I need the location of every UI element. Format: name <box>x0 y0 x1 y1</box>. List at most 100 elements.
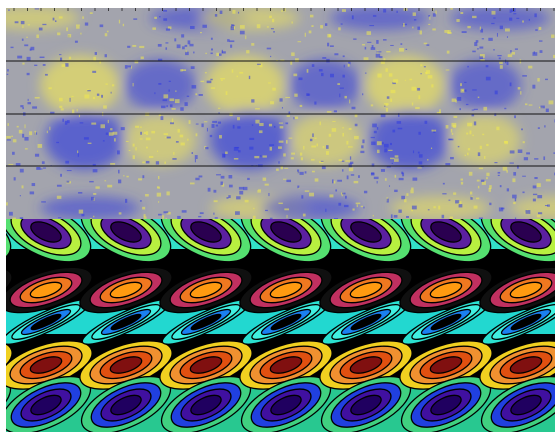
speck <box>255 108 260 109</box>
speck <box>164 133 168 135</box>
speck <box>529 104 533 105</box>
speck <box>101 95 103 98</box>
speck <box>451 129 452 133</box>
speck <box>525 103 527 105</box>
speck <box>450 157 454 159</box>
speck <box>278 203 282 204</box>
speck <box>289 138 293 139</box>
speck <box>464 82 466 83</box>
speck <box>59 54 61 55</box>
speck <box>59 16 63 18</box>
speck <box>401 196 405 200</box>
speck <box>11 136 13 137</box>
speck <box>43 167 46 168</box>
speck <box>491 11 495 15</box>
speck <box>539 27 542 30</box>
speck <box>57 185 62 187</box>
speck <box>348 146 353 147</box>
speck <box>529 19 530 21</box>
speck <box>540 50 543 53</box>
speck <box>216 174 221 175</box>
speck <box>221 176 225 179</box>
speck <box>284 208 289 210</box>
speck <box>297 186 299 189</box>
speck <box>119 20 120 24</box>
speck <box>462 90 464 91</box>
speck <box>146 147 148 149</box>
speck <box>383 39 387 40</box>
speck <box>232 69 234 72</box>
speck <box>168 89 169 91</box>
speck <box>386 51 390 52</box>
speck <box>200 81 204 82</box>
speck <box>506 170 508 173</box>
speck <box>154 17 157 19</box>
speck <box>513 172 516 176</box>
speck <box>486 65 489 67</box>
speck <box>236 196 240 199</box>
speck <box>452 133 454 135</box>
speck <box>342 127 344 128</box>
speck <box>297 172 298 173</box>
speck <box>533 199 536 202</box>
speck <box>69 57 71 60</box>
speck <box>526 152 530 154</box>
speck <box>100 124 104 128</box>
speck <box>357 204 358 207</box>
speck <box>38 144 42 148</box>
speck <box>135 126 139 128</box>
speck <box>42 161 45 164</box>
speck <box>312 64 314 67</box>
speck <box>472 16 476 18</box>
speck <box>278 146 282 148</box>
speck <box>14 177 16 180</box>
speck <box>406 216 409 218</box>
speck <box>25 124 26 128</box>
speck <box>345 196 347 199</box>
speck <box>480 146 482 149</box>
speck <box>59 106 62 108</box>
speck <box>285 97 290 98</box>
speck <box>523 141 525 143</box>
speck <box>330 45 334 47</box>
speck <box>79 115 80 117</box>
speck <box>252 124 253 126</box>
speck <box>356 203 361 205</box>
speck <box>181 143 185 146</box>
speck <box>424 43 427 45</box>
speck <box>515 48 518 49</box>
speck <box>428 75 433 78</box>
speck <box>229 40 234 42</box>
speck <box>479 46 483 48</box>
speck <box>17 126 19 128</box>
speck <box>428 24 430 25</box>
speck <box>493 49 494 50</box>
speck <box>486 177 488 179</box>
figure-canvas <box>0 0 555 432</box>
speck <box>537 215 540 218</box>
speck <box>362 139 364 143</box>
speck <box>372 124 377 128</box>
speck <box>334 181 336 184</box>
speck <box>399 178 404 180</box>
speck <box>537 78 539 81</box>
speck <box>332 121 335 122</box>
speck <box>231 26 234 30</box>
speck <box>369 25 374 26</box>
speck <box>145 194 149 196</box>
speck <box>425 121 428 124</box>
speck <box>480 27 481 30</box>
speck <box>390 158 394 160</box>
speck <box>32 106 37 108</box>
speck <box>432 130 437 132</box>
speck <box>189 120 191 124</box>
speck <box>339 94 340 98</box>
speck <box>204 121 207 122</box>
speck <box>456 19 459 22</box>
speck <box>208 188 211 192</box>
speck <box>405 80 406 81</box>
speck <box>520 91 521 94</box>
speck <box>395 175 396 178</box>
speck <box>284 168 288 169</box>
speck <box>482 38 484 39</box>
